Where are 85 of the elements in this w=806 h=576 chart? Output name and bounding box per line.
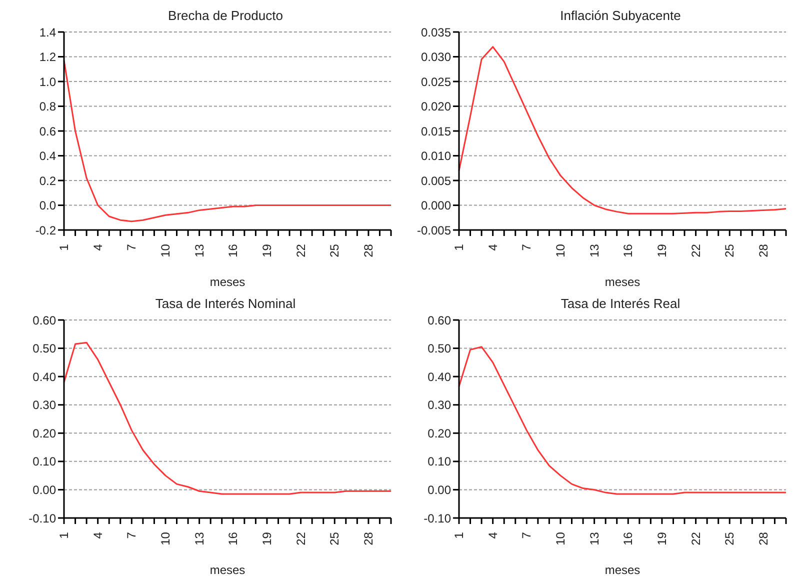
x-tick-label: 22 <box>294 532 308 546</box>
y-tick-label: 1.2 <box>39 50 56 64</box>
y-tick-label: 0.025 <box>420 74 452 89</box>
chart-title: Tasa de Interés Real <box>560 296 682 313</box>
y-tick-label: 0.035 <box>420 25 452 40</box>
x-tick-label: 13 <box>192 244 206 258</box>
y-tick-label: 0.015 <box>420 124 452 138</box>
x-tick-label: 13 <box>587 244 602 258</box>
x-tick-label: 25 <box>722 532 737 546</box>
chart-title: Tasa de Interés Nominal <box>154 296 297 313</box>
y-tick-label: 0.20 <box>428 426 452 440</box>
x-tick-label: 28 <box>756 532 770 546</box>
x-tick-label: 10 <box>158 532 172 546</box>
y-tick-label: 0.030 <box>420 50 452 64</box>
x-tick-label: 25 <box>328 532 342 546</box>
y-tick-label: 0.000 <box>420 198 452 213</box>
y-tick-label: -0.005 <box>416 223 452 238</box>
x-tick-label: 28 <box>361 244 376 258</box>
x-tick-label: 25 <box>328 244 342 258</box>
x-tick-label: 25 <box>722 244 737 258</box>
y-tick-label: 0.60 <box>428 313 452 328</box>
y-tick-label: 0.010 <box>420 149 452 164</box>
x-tick-label: 19 <box>260 244 274 258</box>
x-tick-label: 13 <box>587 532 602 546</box>
x-tick-label: 4 <box>486 532 500 539</box>
line-series <box>458 46 787 214</box>
y-tick-label: 0.10 <box>32 454 56 469</box>
chart-title: Brecha de Producto <box>167 8 284 25</box>
y-tick-label: -0.10 <box>424 511 452 526</box>
x-tick-label: 16 <box>621 532 636 546</box>
x-tick-label: 16 <box>226 244 240 258</box>
x-tick-label: 10 <box>553 532 568 546</box>
y-tick-label: 0.8 <box>39 100 56 114</box>
y-tick-label: 0.50 <box>32 342 56 356</box>
y-tick-label: 0.005 <box>420 174 452 188</box>
x-tick-label: 16 <box>226 532 240 546</box>
x-tick-label: 16 <box>621 244 636 258</box>
y-tick-label: 0.50 <box>428 342 452 356</box>
x-tick-label: 28 <box>361 532 376 546</box>
x-tick-label: 28 <box>756 244 770 258</box>
line-series <box>458 346 787 495</box>
x-tick-label: 1 <box>452 244 466 251</box>
x-tick-label: 7 <box>520 244 534 251</box>
x-tick-label: 10 <box>553 244 568 258</box>
y-tick-label: -0.10 <box>28 511 56 526</box>
y-tick-label: 0.4 <box>39 149 56 164</box>
chart-title: Inflación Subyacente <box>559 8 682 25</box>
x-tick-label: 1 <box>57 532 71 539</box>
y-tick-label: 1.4 <box>39 25 56 40</box>
y-tick-label: 1.0 <box>39 74 56 89</box>
x-tick-label: 19 <box>260 532 274 546</box>
y-tick-label: 0.6 <box>39 124 56 138</box>
y-tick-label: 0.2 <box>39 174 56 188</box>
x-tick-label: 1 <box>452 532 466 539</box>
y-tick-label: 0.40 <box>32 370 56 384</box>
x-axis-title: meses <box>210 275 246 289</box>
line-series <box>63 342 392 495</box>
y-tick-label: -0.2 <box>35 223 56 238</box>
y-tick-label: 0.00 <box>428 482 452 497</box>
x-tick-label: 4 <box>486 244 500 251</box>
x-tick-label: 4 <box>90 532 105 539</box>
y-tick-label: 0.30 <box>32 398 56 412</box>
x-tick-label: 4 <box>90 244 105 251</box>
y-tick-label: 0.020 <box>420 100 452 114</box>
x-tick-label: 1 <box>57 244 71 251</box>
x-axis-title: meses <box>604 563 640 576</box>
x-axis-title: meses <box>210 563 246 576</box>
x-tick-label: 19 <box>654 532 669 546</box>
y-tick-label: 0.00 <box>32 482 56 497</box>
x-tick-label: 7 <box>124 244 139 251</box>
y-tick-label: 0.10 <box>428 454 452 469</box>
x-tick-label: 7 <box>124 532 139 539</box>
x-axis-title: meses <box>604 275 640 289</box>
x-tick-label: 22 <box>688 532 703 546</box>
x-tick-label: 22 <box>294 244 308 258</box>
x-tick-label: 10 <box>158 244 172 258</box>
y-tick-label: 0.0 <box>39 198 56 213</box>
x-tick-label: 22 <box>688 244 703 258</box>
y-tick-label: 0.30 <box>428 398 452 412</box>
y-tick-label: 0.40 <box>428 370 452 384</box>
y-tick-label: 0.60 <box>32 313 56 328</box>
x-tick-label: 7 <box>520 532 534 539</box>
x-tick-label: 19 <box>654 244 669 258</box>
x-tick-label: 13 <box>192 532 206 546</box>
y-tick-label: 0.20 <box>32 426 56 440</box>
